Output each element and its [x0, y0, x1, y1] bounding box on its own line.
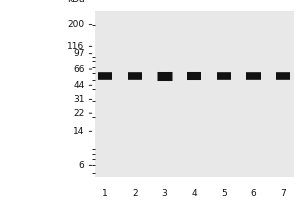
Text: 44: 44	[73, 81, 85, 90]
Text: 5: 5	[221, 189, 227, 198]
Text: 200: 200	[68, 20, 85, 29]
Text: 3: 3	[162, 189, 167, 198]
Text: 14: 14	[73, 127, 85, 136]
Text: 1: 1	[102, 189, 108, 198]
Text: 7: 7	[280, 189, 286, 198]
Text: 6: 6	[251, 189, 256, 198]
Text: 4: 4	[191, 189, 197, 198]
Text: 66: 66	[73, 65, 85, 74]
Text: 2: 2	[132, 189, 138, 198]
Text: 97: 97	[73, 49, 85, 58]
Text: 116: 116	[67, 42, 85, 51]
Text: 22: 22	[73, 109, 85, 118]
Text: 31: 31	[73, 95, 85, 104]
Text: kDa: kDa	[67, 0, 85, 4]
Text: 6: 6	[79, 161, 85, 170]
